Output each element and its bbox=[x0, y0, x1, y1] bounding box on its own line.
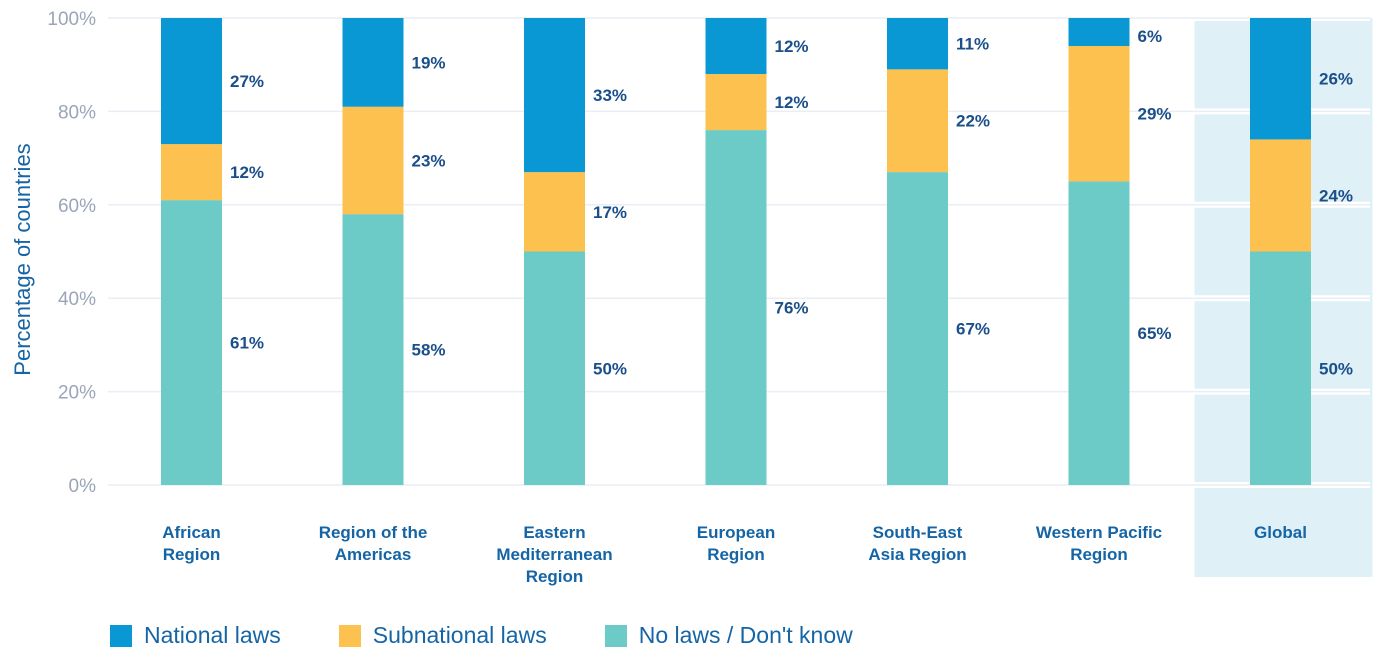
legend-swatch-no-laws bbox=[604, 624, 627, 647]
bar-south-east-asia-region-national-laws bbox=[887, 18, 948, 70]
x-category-label-global: Global bbox=[1254, 523, 1307, 542]
data-label-region-of-the-americas-national-laws: 19% bbox=[412, 53, 446, 72]
data-label-south-east-asia-region-national-laws: 11% bbox=[956, 35, 989, 54]
legend-swatch-national-laws bbox=[110, 624, 132, 647]
data-label-region-of-the-americas-no-laws-don-t-know: 58% bbox=[412, 341, 446, 360]
bar-african-region-national-laws bbox=[161, 18, 222, 145]
data-label-western-pacific-region-no-laws-don-t-know: 65% bbox=[1138, 324, 1172, 343]
bar-european-region-subnational-laws bbox=[705, 74, 767, 131]
x-category-label-line: Americas bbox=[335, 545, 412, 564]
x-category-label-european-region: European Region bbox=[697, 523, 775, 564]
data-label-african-region-national-laws: 27% bbox=[230, 72, 264, 91]
data-label-european-region-subnational-laws: 12% bbox=[775, 93, 809, 112]
bar-african-region-subnational-laws bbox=[161, 144, 222, 201]
x-category-label-line: Eastern bbox=[523, 523, 585, 542]
bar-european-region-no-laws-don-t-know bbox=[705, 130, 767, 485]
bar-western-pacific-region-no-laws-don-t-know bbox=[1068, 181, 1130, 485]
x-category-label-south-east-asia-region: South-East Asia Region bbox=[868, 523, 966, 564]
data-label-eastern-mediterranean-region-no-laws-don-t-know: 50% bbox=[593, 359, 627, 378]
bar-western-pacific-region-national-laws bbox=[1068, 18, 1130, 47]
legend-item-no-laws: No laws / Don't know bbox=[604, 622, 853, 649]
x-category-label-line: Western Pacific bbox=[1036, 523, 1162, 542]
x-category-label-line: Region bbox=[1070, 545, 1128, 564]
data-label-eastern-mediterranean-region-national-laws: 33% bbox=[593, 86, 627, 105]
data-label-western-pacific-region-subnational-laws: 29% bbox=[1138, 105, 1172, 124]
bar-region-of-the-americas-national-laws bbox=[342, 18, 404, 107]
data-label-western-pacific-region-national-laws: 6% bbox=[1138, 27, 1163, 46]
y-tick-label-0: 0% bbox=[69, 476, 97, 497]
x-category-label-line: Asia Region bbox=[868, 545, 966, 564]
bar-south-east-asia-region-no-laws-don-t-know bbox=[887, 172, 948, 486]
y-tick-label-100: 100% bbox=[47, 9, 96, 30]
data-label-south-east-asia-region-subnational-laws: 22% bbox=[956, 112, 990, 131]
bar-south-east-asia-region-subnational-laws bbox=[887, 69, 948, 173]
legend-label-subnational-laws: Subnational laws bbox=[372, 622, 547, 648]
x-category-label-line: Region bbox=[163, 545, 221, 564]
x-category-label-line: Region bbox=[707, 545, 765, 564]
bar-eastern-mediterranean-region-national-laws bbox=[524, 18, 585, 173]
x-category-label-line: Region bbox=[526, 567, 584, 586]
data-label-global-no-laws-don-t-know: 50% bbox=[1319, 359, 1353, 378]
data-label-global-national-laws: 26% bbox=[1319, 70, 1353, 89]
y-tick-label-20: 20% bbox=[58, 383, 96, 404]
x-category-label-line: Global bbox=[1254, 523, 1307, 542]
legend: National laws Subnational laws No laws /… bbox=[110, 622, 911, 649]
legend-item-national-laws: National laws bbox=[110, 622, 281, 649]
x-category-label-line: European bbox=[697, 523, 775, 542]
x-category-label-line: Mediterranean bbox=[496, 545, 612, 564]
bar-region-of-the-americas-subnational-laws bbox=[342, 106, 404, 215]
bar-african-region-no-laws-don-t-know bbox=[161, 200, 222, 485]
legend-swatch-subnational-laws bbox=[338, 624, 361, 647]
y-axis-label: Percentage of countries bbox=[10, 143, 35, 375]
y-tick-label-80: 80% bbox=[58, 102, 96, 123]
bar-eastern-mediterranean-region-no-laws-don-t-know bbox=[524, 251, 585, 485]
bar-global-national-laws bbox=[1250, 18, 1311, 140]
bar-global-no-laws-don-t-know bbox=[1250, 251, 1311, 485]
bar-region-of-the-americas-no-laws-don-t-know bbox=[342, 214, 404, 485]
data-label-eastern-mediterranean-region-subnational-laws: 17% bbox=[593, 203, 627, 222]
x-category-label-eastern-mediterranean-region: Eastern Mediterranean Region bbox=[496, 523, 612, 586]
legend-label-national-laws: National laws bbox=[144, 622, 281, 648]
bar-global-subnational-laws bbox=[1250, 139, 1311, 252]
legend-item-subnational-laws: Subnational laws bbox=[338, 622, 547, 649]
data-label-global-subnational-laws: 24% bbox=[1319, 186, 1353, 205]
data-label-african-region-no-laws-don-t-know: 61% bbox=[230, 334, 264, 353]
x-category-label-line: Region of the bbox=[319, 523, 428, 542]
x-category-label-line: South-East bbox=[873, 523, 963, 542]
data-label-european-region-national-laws: 12% bbox=[775, 37, 809, 56]
bar-eastern-mediterranean-region-subnational-laws bbox=[524, 172, 585, 252]
x-category-label-region-of-the-americas: Region of the Americas bbox=[319, 523, 428, 564]
y-tick-label-40: 40% bbox=[58, 289, 96, 310]
legend-label-no-laws: No laws / Don't know bbox=[638, 622, 853, 648]
bar-western-pacific-region-subnational-laws bbox=[1068, 46, 1130, 182]
data-label-african-region-subnational-laws: 12% bbox=[230, 163, 264, 182]
y-tick-label-60: 60% bbox=[58, 196, 96, 217]
data-label-european-region-no-laws-don-t-know: 76% bbox=[775, 299, 809, 318]
bar-european-region-national-laws bbox=[705, 18, 767, 75]
x-category-label-african-region: African Region bbox=[162, 523, 221, 564]
data-label-region-of-the-americas-subnational-laws: 23% bbox=[412, 151, 446, 170]
x-category-label-western-pacific-region: Western Pacific Region bbox=[1036, 523, 1162, 564]
data-label-south-east-asia-region-no-laws-don-t-know: 67% bbox=[956, 320, 990, 339]
x-category-label-line: African bbox=[162, 523, 221, 542]
